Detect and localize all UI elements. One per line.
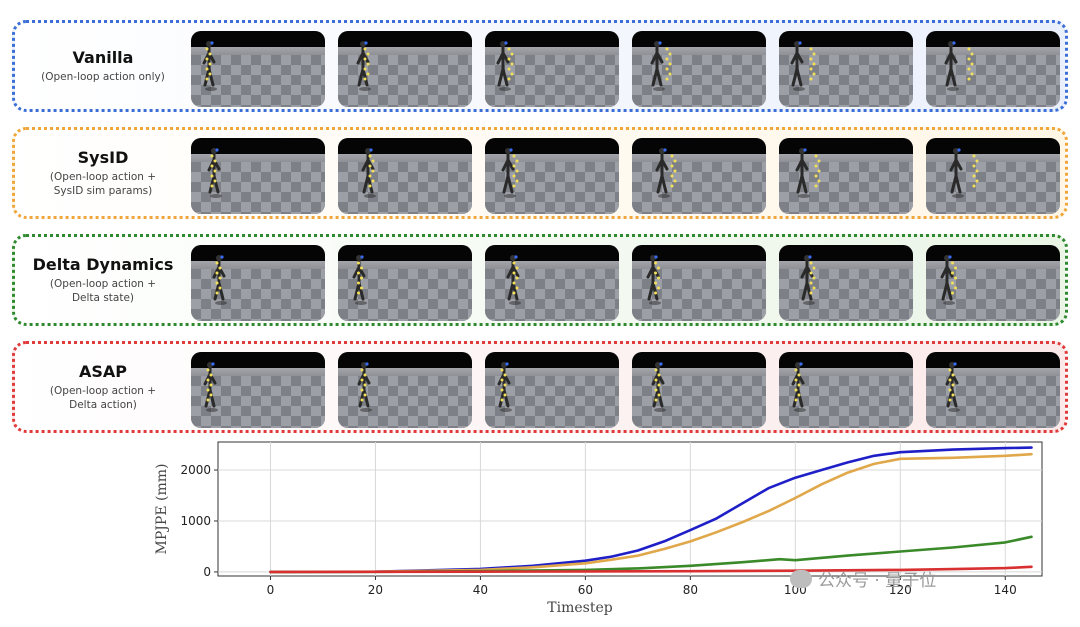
y-tick-label: 2000 <box>180 463 211 477</box>
sim-frame <box>338 31 472 107</box>
method-subtitle: (Open-loop action only) <box>41 71 165 83</box>
humanoid-figure-icon <box>361 148 376 198</box>
humanoid-figure-icon <box>800 255 816 305</box>
humanoid-figure-icon <box>646 255 661 305</box>
wechat-icon <box>790 569 812 588</box>
x-tick-label: 80 <box>683 583 698 597</box>
humanoid-figure-icon <box>496 41 514 91</box>
method-label: ASAP (Open-loop action + Delta action) <box>15 344 191 430</box>
sim-frame <box>338 352 472 428</box>
sim-frame <box>191 245 325 321</box>
x-tick-label: 120 <box>889 583 912 597</box>
sim-frame <box>926 31 1060 107</box>
sim-frame <box>632 138 766 214</box>
frame-strip <box>191 138 1061 214</box>
sim-frame <box>485 352 619 428</box>
humanoid-figure-icon <box>944 41 974 91</box>
sim-frame <box>926 245 1060 321</box>
method-row-vanilla: Vanilla (Open-loop action only) <box>12 20 1068 112</box>
humanoid-figure-icon <box>949 148 979 198</box>
sim-frame <box>632 245 766 321</box>
y-axis-label: MPJPE (mm) <box>154 464 170 555</box>
sim-frame <box>926 138 1060 214</box>
sim-frame <box>485 245 619 321</box>
humanoid-figure-icon <box>651 362 666 412</box>
sim-frame <box>632 31 766 107</box>
sim-frame <box>191 31 325 107</box>
sim-frame <box>632 352 766 428</box>
x-tick-label: 0 <box>267 583 275 597</box>
frame-strip <box>191 245 1061 321</box>
frame-strip <box>191 31 1061 107</box>
y-tick-label: 1000 <box>180 514 211 528</box>
method-row-delta-dynamics: Delta Dynamics (Open-loop action + Delta … <box>12 234 1068 326</box>
series-line-sysid <box>269 452 1033 574</box>
humanoid-figure-icon <box>945 362 960 412</box>
humanoid-figure-icon <box>791 362 806 412</box>
x-axis-label: Timestep <box>547 600 612 616</box>
watermark: 公众号 · 量子位 <box>790 566 936 591</box>
sim-frame <box>338 245 472 321</box>
method-subtitle: (Open-loop action + Delta action) <box>49 385 157 411</box>
humanoid-figure-icon <box>497 362 512 412</box>
sim-frame <box>779 31 913 107</box>
x-tick-label: 140 <box>994 583 1017 597</box>
series-line-vanilla <box>269 446 1033 574</box>
method-title: SysID <box>77 148 129 167</box>
sim-frame <box>485 31 619 107</box>
humanoid-figure-icon <box>202 41 217 91</box>
humanoid-figure-icon <box>203 362 218 412</box>
humanoid-figure-icon <box>940 255 957 305</box>
humanoid-figure-icon <box>790 41 816 91</box>
y-tick-label: 0 <box>203 565 211 579</box>
method-title: Delta Dynamics <box>32 255 174 274</box>
method-subtitle: (Open-loop action + SysID sim params) <box>49 171 157 197</box>
humanoid-figure-icon <box>795 148 821 198</box>
x-tick-label: 40 <box>473 583 488 597</box>
sim-frame <box>779 138 913 214</box>
sim-frame <box>779 245 913 321</box>
method-subtitle: (Open-loop action + Delta state) <box>49 278 157 304</box>
humanoid-figure-icon <box>655 148 677 198</box>
x-tick-label: 20 <box>368 583 383 597</box>
sim-frame <box>191 138 325 214</box>
mpjpe-line-chart: 0 20 40 60 80 100 120 140010002000TimestepMPJPE… <box>154 441 1043 616</box>
method-title: ASAP <box>78 362 127 381</box>
sim-frame <box>926 352 1060 428</box>
humanoid-figure-icon <box>207 148 222 198</box>
method-label: Delta Dynamics (Open-loop action + Delta … <box>15 237 191 323</box>
x-tick-label: 60 <box>578 583 593 597</box>
frame-strip <box>191 352 1061 428</box>
humanoid-figure-icon <box>501 148 519 198</box>
humanoid-figure-icon <box>650 41 672 91</box>
mpjpe-chart: 0 20 40 60 80 100 120 140 0 1000 2000 Timestep MPJPE… <box>140 440 1080 623</box>
method-row-asap: ASAP (Open-loop action + Delta action) <box>12 341 1068 433</box>
method-title: Vanilla <box>72 48 134 67</box>
series-line-asap <box>269 565 1033 574</box>
sim-frame <box>485 138 619 214</box>
method-label: SysID (Open-loop action + SysID sim param… <box>15 130 191 216</box>
humanoid-figure-icon <box>212 255 227 305</box>
watermark-text: 公众号 · 量子位 <box>818 571 937 591</box>
sim-frame <box>191 352 325 428</box>
humanoid-figure-icon <box>506 255 521 305</box>
humanoid-figure-icon <box>357 362 372 412</box>
method-row-sysid: SysID (Open-loop action + SysID sim param… <box>12 127 1068 219</box>
sim-frame <box>338 138 472 214</box>
humanoid-figure-icon <box>356 41 371 91</box>
sim-frame <box>779 352 913 428</box>
method-label: Vanilla (Open-loop action only) <box>15 23 191 109</box>
humanoid-figure-icon <box>352 255 367 305</box>
